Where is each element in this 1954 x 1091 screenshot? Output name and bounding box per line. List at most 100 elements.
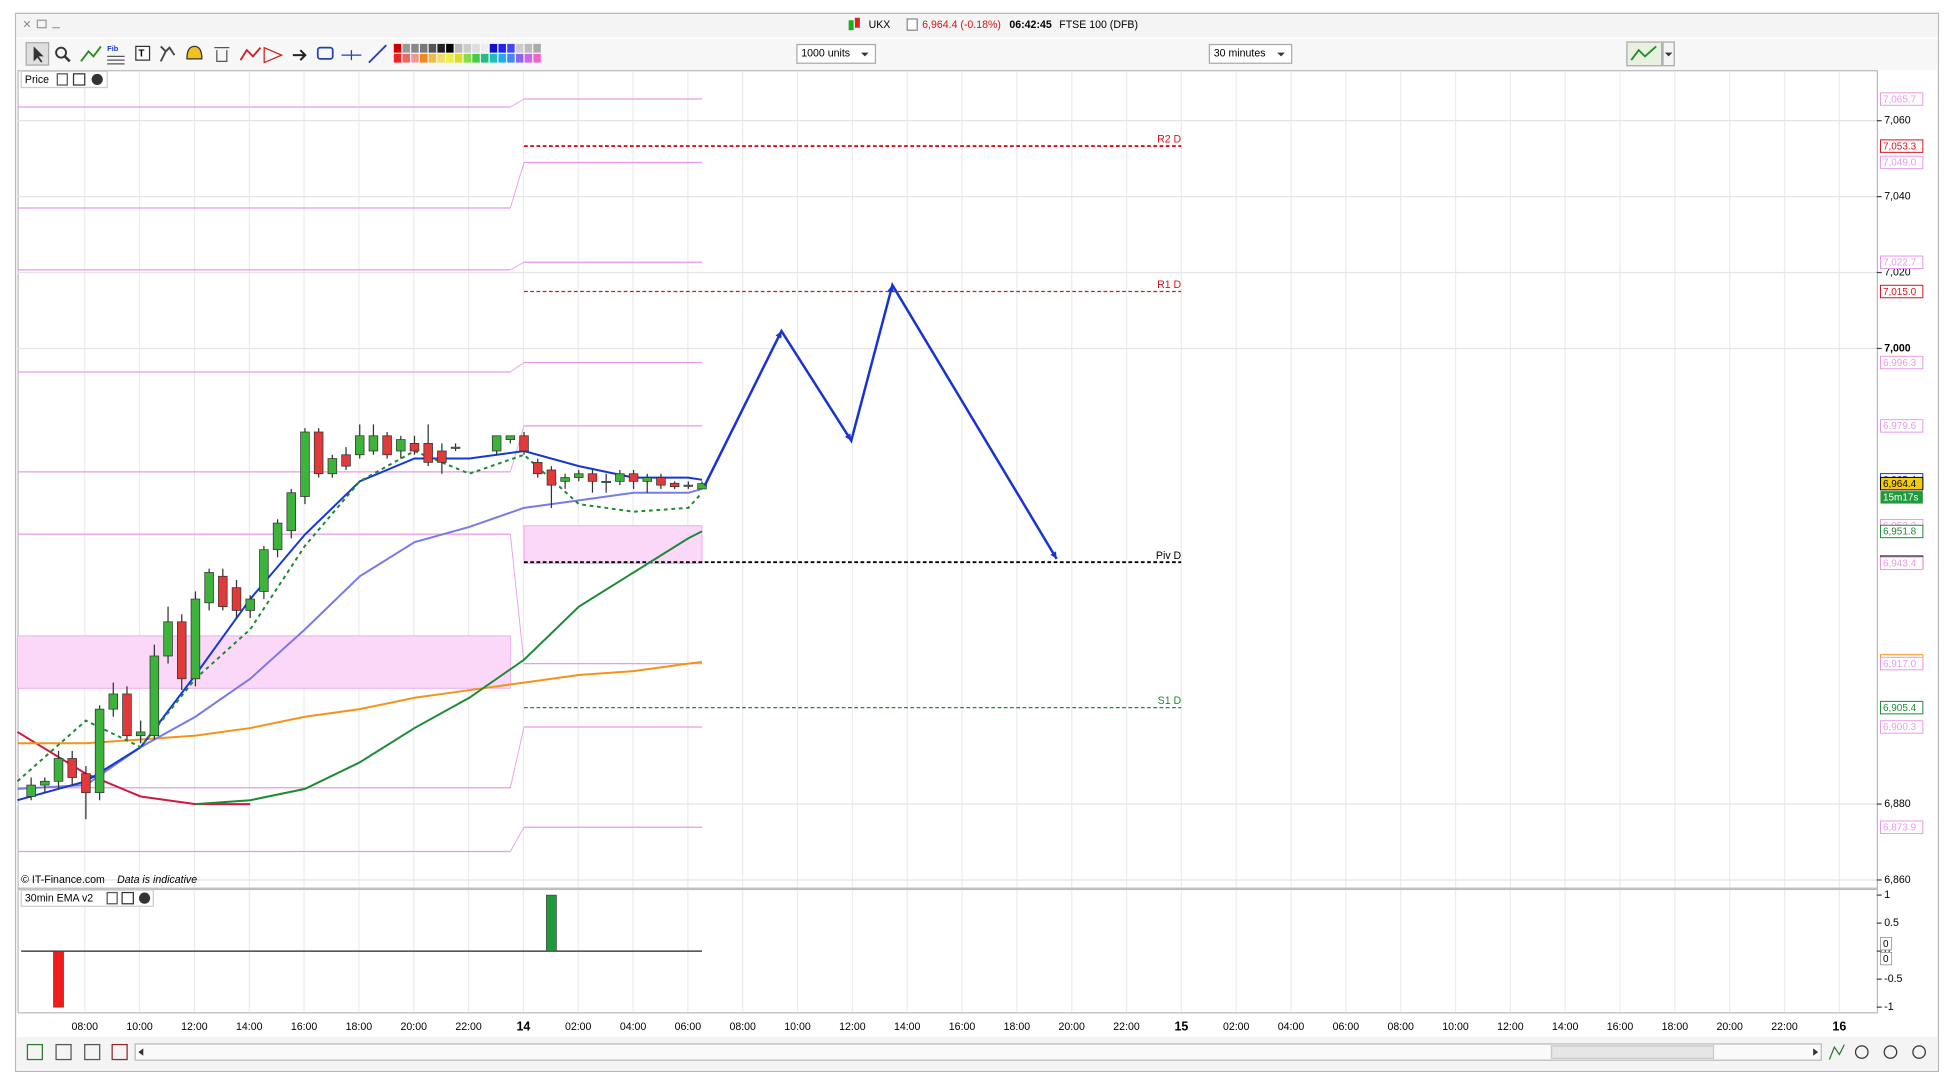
- window-frame: [14, 12, 1940, 1073]
- x-tick-label: 22:00: [1113, 1021, 1140, 1033]
- candle-body: [396, 439, 406, 452]
- candle-body: [382, 435, 392, 456]
- shape-tool[interactable]: [316, 46, 334, 60]
- channel-tool[interactable]: [263, 46, 284, 64]
- candle-body: [669, 482, 680, 488]
- info-icon[interactable]: [906, 18, 918, 31]
- candle-body: [519, 435, 529, 452]
- price-tag: [1879, 720, 1924, 734]
- bell-tool[interactable]: [186, 45, 203, 60]
- value-tag: [1880, 937, 1893, 951]
- y-tick-label: 0: [1884, 945, 1890, 957]
- candle-body: [532, 461, 543, 475]
- x-tick-label: 08:00: [1387, 1021, 1414, 1033]
- level-connector: [509, 425, 525, 472]
- indicator-line: [17, 487, 703, 790]
- units-dropdown[interactable]: [796, 43, 877, 64]
- bottom-tool[interactable]: [111, 1043, 128, 1061]
- arrow-tool[interactable]: [292, 49, 307, 61]
- price-tag-label: 7,065.7: [1883, 94, 1917, 105]
- settings-icon[interactable]: [106, 891, 118, 905]
- zoom-handle: [63, 55, 71, 63]
- chart-type-button[interactable]: [1626, 41, 1663, 67]
- candle-body: [656, 477, 666, 486]
- x-tick-label: 10:00: [784, 1021, 811, 1033]
- scrollbar[interactable]: [134, 1043, 1822, 1061]
- close-button[interactable]: ✕: [22, 19, 31, 31]
- x-tick-label: 04:00: [620, 1021, 647, 1033]
- candle-body: [231, 587, 242, 611]
- bottom-tool[interactable]: [26, 1043, 43, 1061]
- candle-body: [67, 758, 77, 778]
- projection-arrow: [844, 433, 852, 441]
- price-tag: [1879, 656, 1924, 671]
- price-tag-label: 6,873.9: [1883, 822, 1917, 833]
- projection-arrow: [887, 285, 894, 293]
- level-connector: [509, 534, 525, 664]
- restore-button[interactable]: [36, 19, 47, 29]
- text-tool[interactable]: [135, 45, 151, 61]
- candle-body: [245, 598, 255, 611]
- text-tool-icon: T: [138, 49, 144, 60]
- price-tag: [1879, 284, 1924, 299]
- x-tick-label: 14:00: [1552, 1021, 1579, 1033]
- line-tool[interactable]: [239, 47, 262, 61]
- x-tick-label: 08:00: [71, 1021, 98, 1033]
- value-tag: [1880, 952, 1893, 966]
- settings-icon[interactable]: [56, 73, 68, 86]
- fib-tool[interactable]: Fib: [107, 44, 119, 53]
- indicator-line: [17, 661, 703, 745]
- price: 6,964.4 (-0.18%): [922, 19, 1001, 31]
- candle-body: [26, 784, 36, 797]
- bottom-tool[interactable]: [84, 1043, 101, 1061]
- price-tag-label: 7,049.0: [1883, 158, 1917, 169]
- interval-dropdown[interactable]: [1208, 43, 1293, 64]
- bottom-tool[interactable]: [1828, 1044, 1845, 1060]
- countdown-box: [1880, 491, 1923, 504]
- x-tick-label: 06:00: [1333, 1021, 1360, 1033]
- x-tick-label: 08:00: [729, 1021, 756, 1033]
- toolbar: [16, 38, 1938, 71]
- pivot-label: S1 D: [1158, 695, 1182, 707]
- bottom-tool[interactable]: [55, 1043, 72, 1061]
- x-tick-label: 16:00: [1607, 1021, 1634, 1033]
- maximize-icon[interactable]: [72, 73, 86, 86]
- x-tick-label: 10:00: [126, 1021, 153, 1033]
- pivot-zone: [523, 525, 703, 564]
- x-tick-label: 06:00: [675, 1021, 702, 1033]
- zoom-fit[interactable]: [1854, 1045, 1869, 1059]
- alert-tool[interactable]: [159, 45, 176, 62]
- x-tick-label: 18:00: [346, 1021, 373, 1033]
- trend-tool[interactable]: [80, 45, 102, 62]
- candle-body: [40, 780, 50, 786]
- color-palette[interactable]: [393, 43, 541, 63]
- candle-body: [135, 731, 146, 737]
- candle-body: [697, 483, 707, 490]
- price-tag-label: 7,022.7: [1883, 258, 1917, 269]
- candle-body: [423, 443, 433, 463]
- candle-icon: [854, 17, 860, 28]
- close-panel-icon[interactable]: [138, 892, 151, 904]
- close-panel-icon[interactable]: [91, 73, 103, 86]
- x-tick-label: 16:00: [949, 1021, 976, 1033]
- zoom-in[interactable]: [1912, 1045, 1926, 1059]
- candle-body: [601, 480, 611, 483]
- zoom-tool[interactable]: [55, 46, 67, 59]
- scrollbar-thumb[interactable]: [1550, 1045, 1715, 1059]
- zoom-out[interactable]: [1883, 1045, 1898, 1059]
- crosshair-tool[interactable]: [341, 50, 362, 61]
- price-tag: [1879, 155, 1924, 170]
- y-tick-label: -1: [1884, 1001, 1894, 1013]
- maximize-icon[interactable]: [121, 891, 134, 905]
- value-tag-label: 0: [1883, 954, 1889, 965]
- delete-tool[interactable]: [214, 47, 230, 62]
- footer-note: Data is indicative: [117, 874, 197, 886]
- price-tag-label: 6,951.8: [1883, 527, 1917, 538]
- pointer-icon: [33, 46, 44, 63]
- ray-tool[interactable]: [368, 44, 387, 64]
- units-value: 1000 units: [801, 48, 850, 60]
- price-tag: [1879, 476, 1924, 491]
- candle-body: [53, 758, 64, 782]
- price-tag-label: 6,917.0: [1883, 659, 1917, 670]
